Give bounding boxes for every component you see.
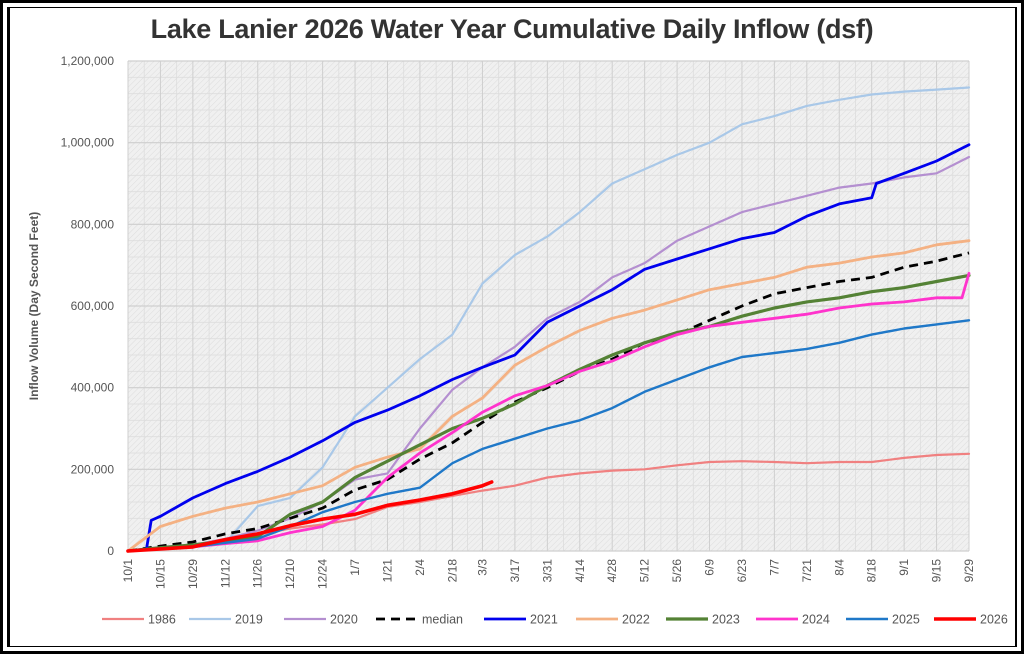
y-tick-label: 400,000 (71, 381, 115, 395)
x-tick-label: 12/10 (283, 559, 297, 589)
x-tick-label: 10/29 (186, 559, 200, 589)
x-tick-label: 5/26 (670, 559, 684, 583)
chart-title: Lake Lanier 2026 Water Year Cumulative D… (150, 14, 874, 44)
x-tick-label: 3/17 (508, 559, 522, 583)
x-tick-label: 9/1 (897, 559, 911, 576)
x-tick-label: 10/1 (121, 559, 135, 583)
legend-label-2022: 2022 (622, 613, 650, 627)
legend-label-median: median (422, 613, 463, 627)
legend-label-2024: 2024 (802, 613, 830, 627)
y-tick-label: 0 (107, 544, 114, 558)
x-tick-label: 2/4 (413, 559, 427, 576)
x-tick-label: 6/23 (735, 559, 749, 583)
x-tick-label: 4/28 (605, 559, 619, 583)
x-tick-label: 9/15 (930, 559, 944, 583)
y-axis-ticks: 0 200,000 400,000 600,000 800,000 1,000,000 1,… (61, 54, 115, 558)
x-axis-ticks: 10/1 10/15 10/29 11/12 11/26 12/10 12/24 1/7 1/2… (121, 559, 976, 589)
series-line-median (127, 251, 970, 553)
x-tick-label: 3/31 (540, 559, 554, 583)
series-lines (126, 86, 971, 553)
major-gridlines (127, 60, 970, 552)
series-line-2024 (126, 271, 971, 553)
x-tick-label: 11/26 (251, 559, 265, 588)
series-line-2026 (126, 480, 494, 553)
x-tick-label: 5/12 (638, 559, 652, 583)
y-tick-label: 600,000 (71, 299, 115, 313)
y-tick-label: 200,000 (71, 462, 115, 476)
legend-label-2019: 2019 (235, 613, 263, 627)
x-tick-label: 10/15 (153, 559, 167, 589)
x-tick-label: 7/21 (800, 559, 814, 583)
y-tick-label: 1,200,000 (61, 54, 115, 68)
x-tick-label: 9/29 (962, 559, 976, 583)
series-line-2025 (126, 319, 971, 553)
x-tick-label: 11/12 (218, 559, 232, 588)
legend-label-1986: 1986 (148, 613, 176, 627)
y-axis-label: Inflow Volume (Day Second Feet) (27, 212, 41, 400)
legend-label-2021: 2021 (530, 613, 558, 627)
x-tick-label: 8/18 (865, 559, 879, 583)
y-tick-label: 800,000 (71, 217, 115, 231)
series-line-2021 (126, 143, 971, 553)
x-tick-label: 1/21 (380, 559, 394, 583)
legend-label-2025: 2025 (892, 613, 920, 627)
legend-label-2023: 2023 (712, 613, 740, 627)
series-line-2019 (126, 86, 971, 553)
legend-label-2020: 2020 (330, 613, 358, 627)
legend: 1986 2019 2020 median 2021 2022 2023 2024 2025 20… (102, 613, 1008, 627)
y-tick-label: 1,000,000 (61, 136, 115, 150)
x-tick-label: 4/14 (573, 559, 587, 583)
series-line-2022 (126, 239, 971, 553)
x-tick-label: 8/4 (832, 559, 846, 576)
x-tick-label: 3/3 (475, 559, 489, 576)
x-tick-label: 7/7 (767, 559, 781, 576)
x-tick-label: 2/18 (445, 559, 459, 583)
x-tick-label: 1/7 (348, 559, 362, 576)
x-tick-label: 6/9 (703, 559, 717, 576)
x-tick-label: 12/24 (316, 559, 330, 589)
legend-label-2026: 2026 (980, 613, 1008, 627)
chart-inner-border (7, 7, 1017, 647)
